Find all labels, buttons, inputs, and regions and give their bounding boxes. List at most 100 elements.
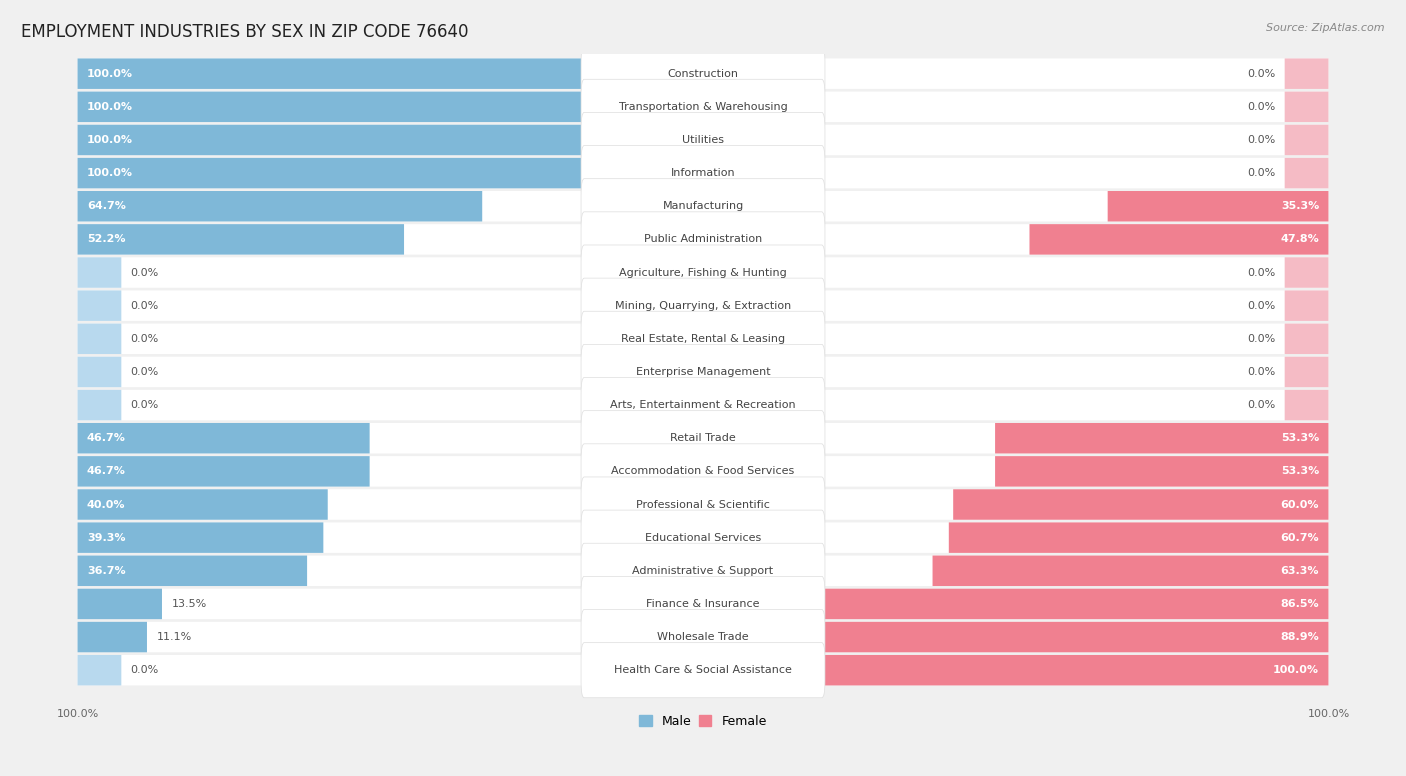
Text: Information: Information — [671, 168, 735, 178]
FancyBboxPatch shape — [932, 556, 1329, 586]
FancyBboxPatch shape — [787, 589, 1329, 619]
FancyBboxPatch shape — [772, 622, 1329, 653]
Text: 39.3%: 39.3% — [87, 532, 125, 542]
FancyBboxPatch shape — [77, 655, 1329, 685]
FancyBboxPatch shape — [703, 655, 1329, 685]
FancyBboxPatch shape — [1285, 58, 1329, 89]
FancyBboxPatch shape — [581, 643, 825, 698]
FancyBboxPatch shape — [77, 191, 482, 221]
Text: Agriculture, Fishing & Hunting: Agriculture, Fishing & Hunting — [619, 268, 787, 278]
Text: 60.0%: 60.0% — [1281, 500, 1319, 510]
FancyBboxPatch shape — [581, 577, 825, 632]
FancyBboxPatch shape — [77, 324, 121, 354]
Text: 0.0%: 0.0% — [1247, 135, 1275, 145]
Text: 0.0%: 0.0% — [1247, 268, 1275, 278]
FancyBboxPatch shape — [77, 357, 121, 387]
FancyBboxPatch shape — [77, 556, 307, 586]
Text: 47.8%: 47.8% — [1281, 234, 1319, 244]
Text: 53.3%: 53.3% — [1281, 433, 1319, 443]
FancyBboxPatch shape — [995, 456, 1329, 487]
Text: 52.2%: 52.2% — [87, 234, 125, 244]
Text: Mining, Quarrying, & Extraction: Mining, Quarrying, & Extraction — [614, 300, 792, 310]
FancyBboxPatch shape — [77, 423, 370, 453]
FancyBboxPatch shape — [581, 113, 825, 168]
FancyBboxPatch shape — [77, 489, 1329, 520]
Text: 60.7%: 60.7% — [1281, 532, 1319, 542]
FancyBboxPatch shape — [953, 489, 1329, 520]
Text: Administrative & Support: Administrative & Support — [633, 566, 773, 576]
FancyBboxPatch shape — [77, 456, 370, 487]
FancyBboxPatch shape — [995, 423, 1329, 453]
FancyBboxPatch shape — [77, 290, 1329, 321]
FancyBboxPatch shape — [77, 556, 1329, 586]
FancyBboxPatch shape — [77, 92, 1329, 122]
Text: Enterprise Management: Enterprise Management — [636, 367, 770, 377]
Text: 0.0%: 0.0% — [131, 268, 159, 278]
Text: 63.3%: 63.3% — [1281, 566, 1319, 576]
FancyBboxPatch shape — [77, 390, 1329, 421]
Text: EMPLOYMENT INDUSTRIES BY SEX IN ZIP CODE 76640: EMPLOYMENT INDUSTRIES BY SEX IN ZIP CODE… — [21, 23, 468, 41]
Text: 13.5%: 13.5% — [172, 599, 207, 609]
FancyBboxPatch shape — [77, 324, 1329, 354]
Text: 100.0%: 100.0% — [87, 102, 134, 112]
FancyBboxPatch shape — [77, 58, 703, 89]
FancyBboxPatch shape — [77, 191, 1329, 221]
Text: 40.0%: 40.0% — [87, 500, 125, 510]
Text: 100.0%: 100.0% — [87, 135, 134, 145]
Text: Manufacturing: Manufacturing — [662, 201, 744, 211]
FancyBboxPatch shape — [77, 456, 1329, 487]
FancyBboxPatch shape — [77, 655, 121, 685]
Text: Educational Services: Educational Services — [645, 532, 761, 542]
Text: 100.0%: 100.0% — [87, 69, 134, 78]
Text: 0.0%: 0.0% — [131, 367, 159, 377]
Text: 86.5%: 86.5% — [1281, 599, 1319, 609]
Legend: Male, Female: Male, Female — [634, 710, 772, 733]
Text: Health Care & Social Assistance: Health Care & Social Assistance — [614, 665, 792, 675]
FancyBboxPatch shape — [581, 345, 825, 400]
Text: Utilities: Utilities — [682, 135, 724, 145]
Text: Retail Trade: Retail Trade — [671, 433, 735, 443]
FancyBboxPatch shape — [1285, 290, 1329, 321]
FancyBboxPatch shape — [1285, 390, 1329, 421]
Text: 0.0%: 0.0% — [131, 400, 159, 410]
FancyBboxPatch shape — [1285, 324, 1329, 354]
Text: 0.0%: 0.0% — [131, 334, 159, 344]
FancyBboxPatch shape — [77, 522, 323, 553]
FancyBboxPatch shape — [77, 224, 404, 255]
FancyBboxPatch shape — [77, 224, 1329, 255]
Text: 0.0%: 0.0% — [1247, 102, 1275, 112]
Text: 0.0%: 0.0% — [1247, 334, 1275, 344]
FancyBboxPatch shape — [581, 212, 825, 267]
FancyBboxPatch shape — [581, 245, 825, 300]
FancyBboxPatch shape — [77, 622, 148, 653]
Text: 46.7%: 46.7% — [87, 466, 125, 476]
Text: 0.0%: 0.0% — [1247, 400, 1275, 410]
FancyBboxPatch shape — [581, 46, 825, 101]
FancyBboxPatch shape — [77, 489, 328, 520]
FancyBboxPatch shape — [77, 158, 703, 189]
Text: 46.7%: 46.7% — [87, 433, 125, 443]
Text: Transportation & Warehousing: Transportation & Warehousing — [619, 102, 787, 112]
FancyBboxPatch shape — [949, 522, 1329, 553]
Text: 0.0%: 0.0% — [1247, 300, 1275, 310]
Text: Construction: Construction — [668, 69, 738, 78]
FancyBboxPatch shape — [1285, 92, 1329, 122]
FancyBboxPatch shape — [581, 278, 825, 333]
FancyBboxPatch shape — [581, 311, 825, 366]
Text: 0.0%: 0.0% — [131, 665, 159, 675]
FancyBboxPatch shape — [77, 390, 121, 421]
FancyBboxPatch shape — [581, 444, 825, 499]
FancyBboxPatch shape — [581, 411, 825, 466]
Text: 100.0%: 100.0% — [87, 168, 134, 178]
Text: 88.9%: 88.9% — [1281, 632, 1319, 642]
FancyBboxPatch shape — [77, 522, 1329, 553]
Text: 53.3%: 53.3% — [1281, 466, 1319, 476]
Text: Source: ZipAtlas.com: Source: ZipAtlas.com — [1267, 23, 1385, 33]
FancyBboxPatch shape — [1285, 158, 1329, 189]
Text: Wholesale Trade: Wholesale Trade — [657, 632, 749, 642]
FancyBboxPatch shape — [77, 92, 703, 122]
Text: Accommodation & Food Services: Accommodation & Food Services — [612, 466, 794, 476]
Text: Public Administration: Public Administration — [644, 234, 762, 244]
FancyBboxPatch shape — [77, 258, 1329, 288]
FancyBboxPatch shape — [581, 477, 825, 532]
